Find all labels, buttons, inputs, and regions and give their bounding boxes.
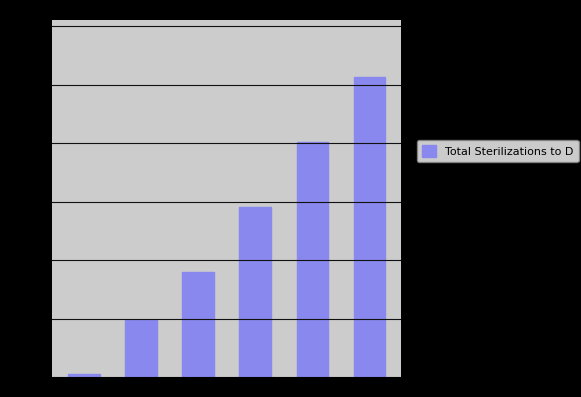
Bar [239,206,271,377]
Bar [354,77,385,377]
Bar [68,374,99,377]
Legend: Total Sterilizations to D: Total Sterilizations to D [417,140,579,162]
Bar [296,142,328,377]
Bar [182,272,214,377]
Bar [125,320,157,377]
